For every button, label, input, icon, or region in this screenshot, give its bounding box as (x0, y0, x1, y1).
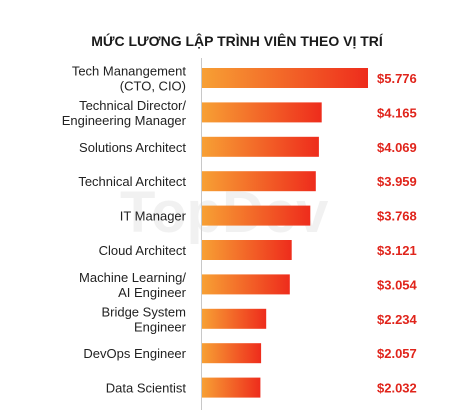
category-label: Bridge System Engineer (101, 304, 186, 334)
category-label: Machine Learning/AI Engineer (79, 270, 187, 300)
bar (202, 377, 261, 398)
value-label: $4.069 (377, 140, 417, 155)
bar-group: Tech Manangement (CTO, CIO) $5.776 Technica… (62, 64, 418, 398)
bar (202, 343, 262, 364)
value-label: $3.959 (377, 174, 417, 189)
category-label: Data Scientist (106, 381, 187, 396)
value-label: $3.768 (377, 209, 417, 224)
bar (202, 205, 311, 226)
category-label: Tech Manangement (CTO, CIO) (72, 64, 187, 94)
bar (202, 308, 267, 329)
value-label: $5.776 (377, 71, 417, 86)
bar (202, 240, 292, 260)
value-label: $2.057 (377, 346, 417, 361)
bar (202, 68, 368, 88)
bar (202, 274, 290, 295)
value-label: $3.054 (377, 277, 418, 292)
category-label: Cloud Architect (99, 243, 187, 258)
chart-title: MỨC LƯƠNG LẬP TRÌNH VIÊN THEO VỊ TRÍ (91, 32, 384, 49)
value-label: $2.032 (377, 381, 417, 396)
category-label: Technical Architect (78, 174, 186, 189)
bar (202, 102, 322, 123)
bar (202, 136, 319, 157)
category-label: Technical Director/Engineering Manager (62, 98, 187, 128)
value-label: $2.234 (377, 312, 418, 327)
bar (202, 171, 316, 192)
value-label: $4.165 (377, 105, 417, 120)
category-label: IT Manager (120, 209, 187, 224)
category-label: Solutions Architect (79, 140, 186, 155)
value-label: $3.121 (377, 243, 417, 258)
category-label: DevOps Engineer (83, 346, 186, 361)
